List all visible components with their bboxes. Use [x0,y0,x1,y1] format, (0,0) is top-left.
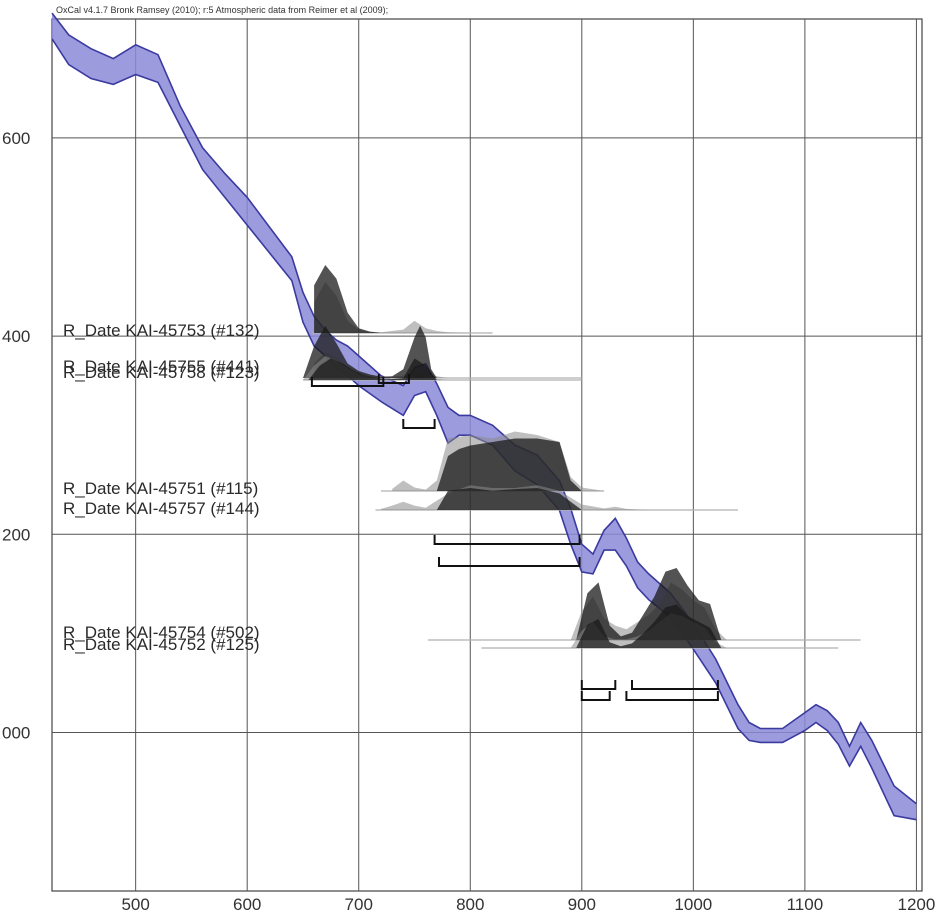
software-credit: OxCal v4.1.7 Bronk Ramsey (2010); r:5 At… [56,5,388,15]
hpd-range-bracket [377,374,410,384]
x-tick-label: 500 [121,895,149,914]
posterior-distribution [308,358,437,380]
y-tick-label: 200 [2,525,30,544]
sample-label: R_Date KAI-45753 (#132) [63,321,260,340]
hpd-range-bracket [625,691,719,701]
posterior-distribution [436,438,582,491]
posterior-distribution [436,488,582,510]
sample-label: R_Date KAI-45751 (#115) [63,479,258,498]
hpd-range-bracket [438,557,581,567]
x-tick-label: 1200 [898,895,936,914]
sample-label: R_Date KAI-45757 (#144) [63,499,260,518]
y-tick-label: 400 [2,327,30,346]
x-tick-label: 600 [233,895,261,914]
hpd-range-bracket [310,377,385,387]
hpd-range-bracket [580,691,611,701]
posterior-distribution [576,604,722,648]
hpd-range-bracket [402,419,436,429]
y-tick-label: 000 [2,723,30,742]
posterior-distribution [314,265,381,333]
sample-label: R_Date KAI-45754 (#502) [63,623,260,642]
sample-label: R_Date KAI-45758 (#123) [63,363,260,382]
x-axis: 500 600 700 800 900 1000 1100 1200 [121,895,935,914]
x-tick-label: 1000 [674,895,712,914]
grid [52,19,922,891]
sample-label: R_Date KAI-45755 (#441) [63,357,260,376]
sample-label: R_Date KAI-45752 (#125) [63,635,260,654]
distributions [302,265,861,649]
x-tick-label: 1100 [787,895,824,914]
hpd-range-bracket [433,535,581,545]
x-tick-label: 800 [456,895,484,914]
y-axis: 600 400 200 000 [2,129,30,743]
x-tick-label: 900 [568,895,596,914]
y-tick-label: 600 [2,129,30,148]
hpd-range-bracket [580,680,617,690]
sample-labels: R_Date KAI-45753 (#132) R_Date KAI-45755 … [63,321,260,654]
hpd-ranges [310,374,719,701]
hpd-range-bracket [631,680,719,690]
x-tick-label: 700 [345,895,373,914]
